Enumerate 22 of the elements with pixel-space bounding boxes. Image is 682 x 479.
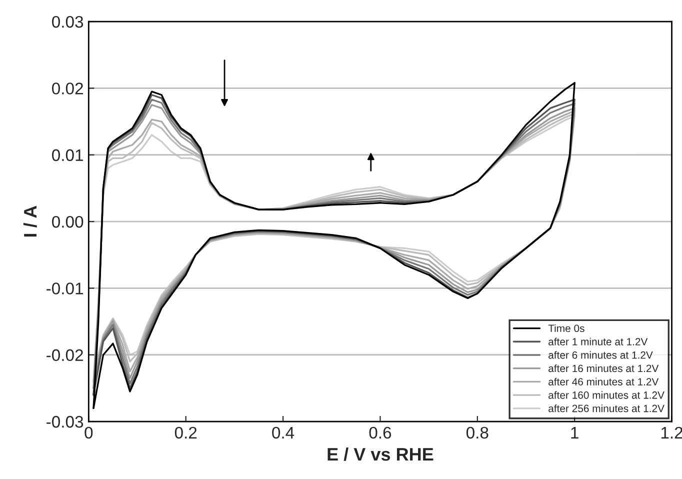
y-tick-label: -0.02 — [46, 349, 83, 362]
y-tick-label: -0.01 — [46, 282, 83, 294]
legend-label: after 160 minutes at 1.2V — [548, 391, 664, 399]
legend-label: after 6 minutes at 1.2V — [548, 351, 653, 359]
x-tick-label: 1 — [571, 426, 578, 438]
legend-label: after 256 minutes at 1.2V — [548, 404, 664, 412]
legend-label: after 46 minutes at 1.2V — [548, 378, 659, 386]
x-axis-title: E / V vs RHE — [328, 447, 434, 461]
y-tick-label: 0.02 — [52, 82, 83, 94]
x-tick-label: 0.2 — [174, 426, 197, 439]
y-tick-label: 0.03 — [52, 16, 84, 28]
x-tick-label: 0 — [84, 426, 93, 439]
legend-label: after 16 minutes at 1.2V — [548, 364, 659, 372]
y-tick-label: -0.03 — [46, 416, 84, 428]
y-tick-label: 0.00 — [52, 216, 84, 228]
legend-label: after 1 minute at 1.2V — [548, 338, 648, 346]
y-axis-title: I / A — [23, 206, 37, 237]
legend-label: Time 0s — [548, 324, 584, 332]
x-tick-label: 0.6 — [369, 426, 392, 439]
y-tick-label: 0.01 — [52, 149, 83, 162]
x-tick-label: 0.8 — [466, 426, 488, 439]
x-tick-label: 0.4 — [272, 426, 294, 439]
